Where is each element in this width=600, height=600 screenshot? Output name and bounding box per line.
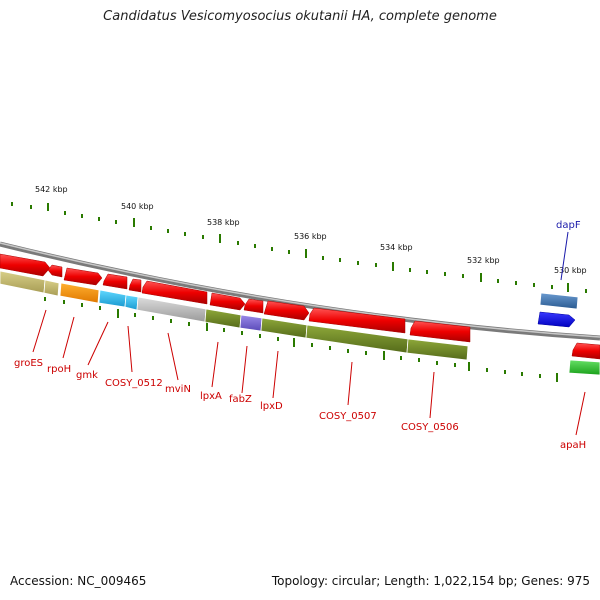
gene-label-gmk: gmk xyxy=(76,370,98,381)
gene-label-groES: groES xyxy=(14,358,43,369)
gene-band xyxy=(204,308,242,329)
kbp-label-534: 534 kbp xyxy=(380,243,413,252)
gene-arrow xyxy=(102,273,128,290)
gene-band xyxy=(260,317,308,339)
kbp-label-542: 542 kbp xyxy=(35,185,68,194)
gene-arrow xyxy=(571,342,600,360)
gene-label-dapF: dapF xyxy=(556,220,581,231)
kbp-label-540: 540 kbp xyxy=(121,202,154,211)
gene-band xyxy=(568,359,600,376)
gene-band xyxy=(43,279,60,297)
dapF-features: dapF xyxy=(537,220,581,328)
dapF-arrow xyxy=(537,311,576,328)
outer-tick-row xyxy=(11,202,587,293)
gene-arrow xyxy=(0,253,51,277)
gene-arrow xyxy=(409,320,471,343)
gene-label-apaH: apaH xyxy=(560,440,586,451)
gene-arrow xyxy=(63,267,103,286)
kbp-labels: 542 kbp 540 kbp 538 kbp 536 kbp 534 kbp … xyxy=(35,185,587,275)
gene-labels: groES rpoH gmk COSY_0512 mviN lpxA fabZ … xyxy=(14,358,586,451)
gene-band xyxy=(406,338,469,361)
dapF-band xyxy=(539,292,579,310)
gene-label-lpxA: lpxA xyxy=(200,391,222,402)
gene-arrow xyxy=(243,298,264,314)
genome-title: Candidatus Vesicomyosocius okutanii HA, … xyxy=(103,9,497,24)
gene-band xyxy=(239,314,263,332)
gene-label-fabZ: fabZ xyxy=(229,394,252,405)
gene-arrow xyxy=(308,307,406,334)
kbp-label-536: 536 kbp xyxy=(294,232,327,241)
topology-text: Topology: circular; Length: 1,022,154 bp… xyxy=(271,574,590,588)
gene-band xyxy=(124,294,139,311)
gene-arrow xyxy=(128,278,142,293)
category-bands xyxy=(0,270,600,376)
gene-arrow xyxy=(263,300,310,321)
label-leaders xyxy=(32,309,586,436)
kbp-label-532: 532 kbp xyxy=(467,256,500,265)
inner-tick-row xyxy=(44,297,558,382)
gene-label-COSY_0512: COSY_0512 xyxy=(105,378,163,389)
gene-label-lpxD: lpxD xyxy=(260,401,283,412)
genome-backbone xyxy=(0,241,600,341)
gene-label-COSY_0506: COSY_0506 xyxy=(401,422,459,433)
gene-band xyxy=(98,289,127,308)
forward-genes xyxy=(0,253,600,360)
accession-text: Accession: NC_009465 xyxy=(10,574,147,588)
gene-arrow xyxy=(209,292,246,311)
gene-label-mviN: mviN xyxy=(165,384,191,395)
gene-arrow xyxy=(47,264,63,278)
kbp-label-538: 538 kbp xyxy=(207,218,240,227)
gene-label-COSY_0507: COSY_0507 xyxy=(319,411,377,422)
gene-arrow xyxy=(141,280,208,305)
kbp-label-530: 530 kbp xyxy=(554,266,587,275)
gene-band xyxy=(59,282,100,304)
gene-label-rpoH: rpoH xyxy=(47,364,71,375)
